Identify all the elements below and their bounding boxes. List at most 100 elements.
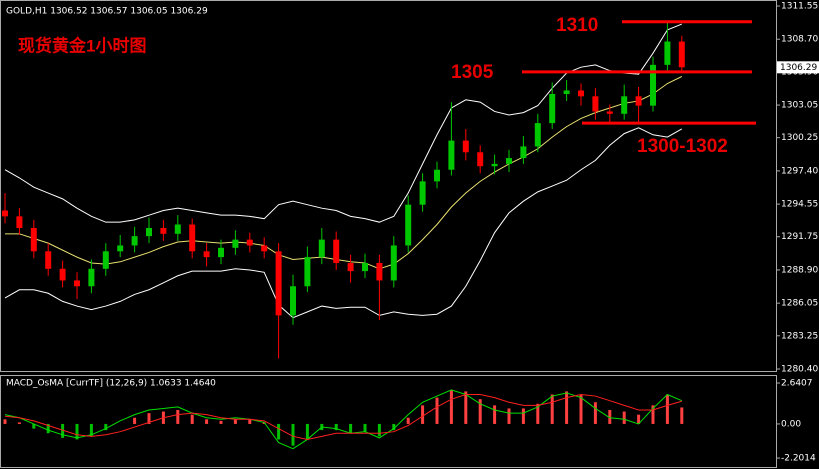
main-frame bbox=[0, 0, 777, 372]
signal-line bbox=[4, 394, 682, 440]
candle-body bbox=[563, 90, 570, 94]
candle-body bbox=[448, 140, 455, 170]
candle-body bbox=[16, 216, 23, 228]
macd-title: MACD_OsMA [CurrTF] (12,26,9) 1.0633 1.46… bbox=[6, 379, 216, 389]
histogram-bar bbox=[104, 423, 108, 431]
annotation: 1305 bbox=[451, 62, 494, 83]
histogram-bar bbox=[363, 423, 367, 432]
candle-body bbox=[347, 262, 354, 272]
histogram-bar bbox=[233, 419, 237, 424]
y-tick-label: 1294.55 bbox=[781, 200, 818, 210]
candle-body bbox=[246, 239, 253, 246]
histogram-bar bbox=[17, 422, 21, 424]
histogram-bar bbox=[219, 420, 223, 424]
histogram-bar bbox=[291, 423, 295, 446]
candle-body bbox=[491, 163, 498, 167]
y-tick-label: 1280.40 bbox=[781, 365, 818, 375]
candle-body bbox=[664, 41, 671, 65]
candle-body bbox=[2, 210, 8, 217]
candle-body bbox=[390, 245, 397, 281]
histogram-bar bbox=[608, 410, 612, 424]
candle-body bbox=[218, 247, 224, 258]
candle-body bbox=[189, 224, 196, 252]
histogram-bar bbox=[277, 423, 281, 440]
annotation: 1300-1302 bbox=[637, 136, 728, 157]
candle-body bbox=[30, 227, 37, 252]
histogram-bar bbox=[305, 423, 309, 440]
histogram-bar bbox=[3, 419, 7, 424]
histogram-bar bbox=[75, 423, 79, 440]
candle-body bbox=[74, 280, 80, 287]
histogram-bar bbox=[622, 411, 626, 424]
histogram-bar bbox=[565, 391, 569, 424]
current-price: 1306.29 bbox=[780, 63, 817, 73]
annotation: 现货黄金1小时图 bbox=[18, 35, 146, 55]
histogram-bar bbox=[89, 423, 93, 437]
histogram-bar bbox=[205, 419, 209, 424]
histogram-bar bbox=[680, 407, 684, 424]
histogram-bar bbox=[377, 423, 381, 437]
candle-body bbox=[592, 96, 599, 112]
histogram-bar bbox=[421, 405, 425, 424]
histogram-bar bbox=[579, 394, 583, 424]
candle-body bbox=[578, 90, 584, 97]
histogram-bar bbox=[147, 413, 151, 424]
candle-body bbox=[434, 169, 440, 182]
histogram-bar bbox=[550, 394, 554, 424]
histogram-bar bbox=[521, 408, 525, 424]
candle-body bbox=[290, 286, 296, 316]
histogram-bar bbox=[349, 423, 353, 434]
candle-body bbox=[174, 224, 181, 234]
candle-body bbox=[88, 268, 95, 287]
annotation: 1310 bbox=[556, 15, 598, 36]
macd-frame bbox=[0, 375, 777, 468]
candle-body bbox=[362, 262, 368, 272]
histogram-bar bbox=[46, 423, 50, 434]
candle-body bbox=[462, 140, 469, 153]
candle-body bbox=[621, 96, 628, 114]
histogram-bar bbox=[392, 423, 396, 431]
candle-body bbox=[261, 245, 268, 252]
candle-body bbox=[160, 227, 167, 234]
y-tick-label: 1300.25 bbox=[781, 133, 818, 143]
chart-title: GOLD,H1 1306.52 1306.57 1306.05 1306.29 bbox=[6, 7, 208, 17]
y-tick-label: 1288.90 bbox=[781, 265, 818, 275]
histogram-bar bbox=[61, 423, 65, 438]
candle-body bbox=[549, 93, 556, 124]
y-tick-label: 1297.40 bbox=[781, 166, 818, 176]
y-tick-label: 0.00 bbox=[781, 419, 801, 429]
histogram-bar bbox=[651, 405, 655, 424]
histogram-bar bbox=[464, 391, 468, 424]
histogram-bar bbox=[435, 397, 439, 424]
y-tick-label: 1311.55 bbox=[781, 2, 818, 12]
histogram-bar bbox=[536, 403, 540, 424]
histogram-bar bbox=[449, 389, 453, 424]
candle-body bbox=[232, 239, 239, 248]
y-tick-label: -2.2014 bbox=[781, 454, 816, 464]
candle-body bbox=[534, 123, 541, 147]
candle-body bbox=[419, 181, 426, 205]
candle-body bbox=[275, 251, 282, 316]
histogram-bar bbox=[248, 419, 252, 424]
histogram-bar bbox=[593, 402, 597, 424]
candle-body bbox=[376, 262, 383, 281]
histogram-bar bbox=[133, 417, 137, 424]
candle-body bbox=[102, 251, 109, 269]
candle-body bbox=[117, 245, 124, 252]
y-tick-label: 1291.75 bbox=[781, 232, 818, 242]
histogram-bar bbox=[637, 414, 641, 424]
macd-line bbox=[4, 389, 682, 450]
histogram-bar bbox=[493, 405, 497, 424]
histogram-bar bbox=[507, 408, 511, 424]
candle-body bbox=[333, 239, 340, 263]
candle-body bbox=[506, 158, 512, 164]
bollinger-middle bbox=[5, 76, 683, 270]
candle-body bbox=[678, 41, 685, 68]
y-tick-label: 1303.05 bbox=[781, 101, 818, 111]
histogram-bar bbox=[478, 399, 482, 424]
price-tag bbox=[777, 61, 819, 74]
y-tick-label: 2.6407 bbox=[781, 379, 813, 389]
histogram-bar bbox=[334, 423, 338, 431]
bollinger-lower bbox=[4, 127, 683, 319]
